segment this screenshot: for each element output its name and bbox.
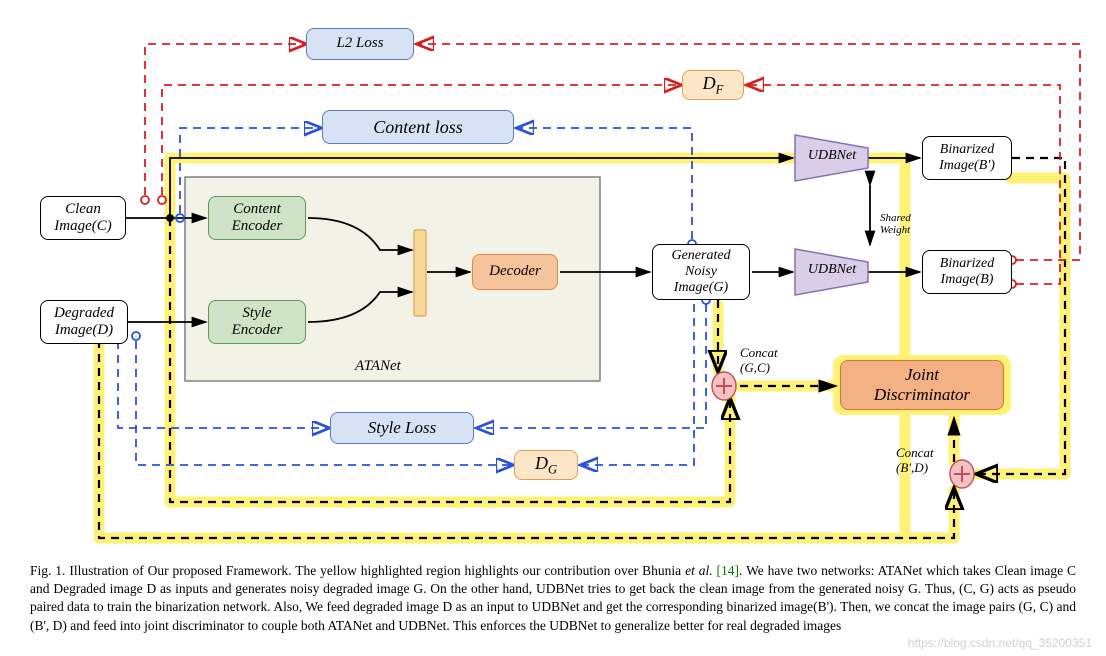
style-encoder-box: Style Encoder [208,300,306,344]
df-box: DF [682,70,744,100]
watermark: https://blog.csdn.net/qq_35200351 [908,636,1092,650]
diagram-canvas: L2 Loss DF Content loss Clean Image(C) D… [0,0,1106,656]
caption-ref: [[14]14] [717,563,740,578]
degraded-image-label: Degraded Image(D) [54,305,114,340]
generated-label: Generated Noisy Image(G) [671,248,730,296]
clean-image-box: Clean Image(C) [40,196,126,240]
generated-box: Generated Noisy Image(G) [652,244,750,300]
concat-bd-label: Concat (B',D) [896,432,934,475]
content-encoder-box: Content Encoder [208,196,306,240]
content-loss-box: Content loss [322,110,514,144]
concat-gc-label: Concat (G,C) [740,332,778,375]
diagram-svg [0,0,1106,656]
bin-bprime-box: Binarized Image(B') [922,136,1012,180]
decoder-box: Decoder [472,254,558,290]
bin-b-box: Binarized Image(B) [922,250,1012,294]
style-loss-label: Style Loss [368,418,436,438]
l2-loss-label: L2 Loss [336,35,383,52]
content-loss-label: Content loss [373,117,463,138]
df-label: DF [703,73,724,97]
figure-caption: Fig. 1. Illustration of Our proposed Fra… [30,562,1076,635]
bin-b-label: Binarized Image(B) [940,256,994,288]
style-encoder-label: Style Encoder [232,305,283,340]
joint-disc-box: Joint Discriminator [840,360,1004,410]
content-encoder-label: Content Encoder [232,201,283,236]
dg-box: DG [514,450,578,480]
style-loss-box: Style Loss [330,412,474,444]
udbnet-bot-label: UDBNet [800,262,864,278]
l2-loss-box: L2 Loss [306,28,414,60]
degraded-image-box: Degraded Image(D) [40,300,128,344]
atanet-label: ATANet [355,358,401,375]
bin-bprime-label: Binarized Image(B') [939,142,995,174]
joint-disc-label: Joint Discriminator [874,365,970,404]
dg-label: DG [535,453,557,477]
caption-etal: et al. [685,563,713,578]
udbnet-top-label: UDBNet [800,148,864,164]
clean-image-label: Clean Image(C) [54,201,111,236]
caption-prefix: Fig. 1. Illustration of Our proposed Fra… [30,563,685,578]
decoder-label: Decoder [489,263,541,280]
shared-weight-label: Shared Weight [880,200,911,236]
